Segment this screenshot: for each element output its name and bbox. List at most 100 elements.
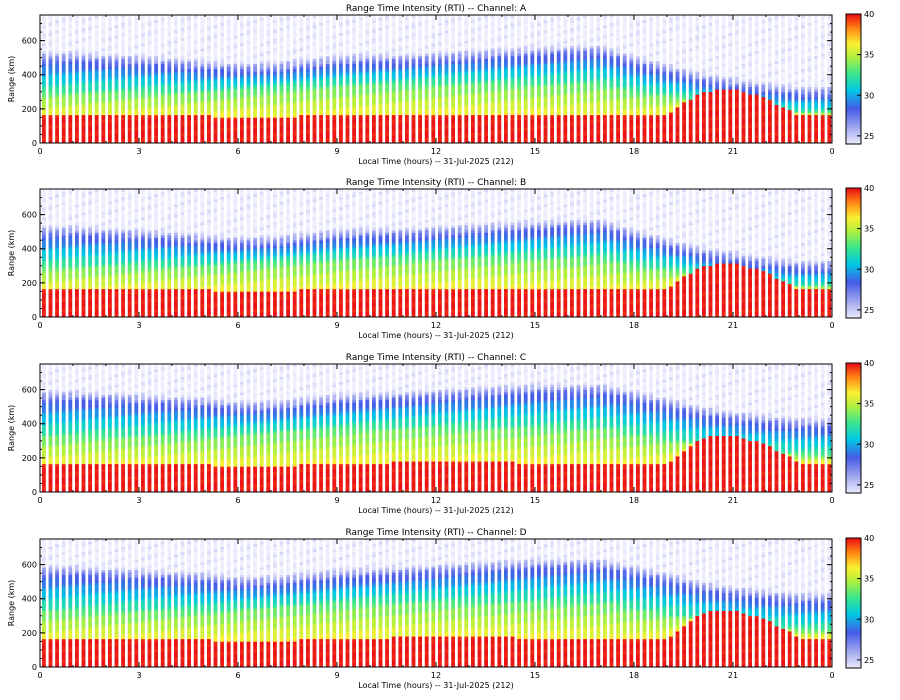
rti-cell — [279, 53, 284, 57]
rti-cell — [437, 35, 442, 39]
rti-cell — [589, 99, 594, 103]
rti-cell — [457, 84, 462, 87]
rti-cell — [424, 112, 429, 116]
rti-cell — [345, 53, 350, 57]
rti-cell — [543, 117, 548, 121]
rti-cell — [682, 71, 687, 75]
rti-cell — [642, 53, 647, 57]
rti-cell — [510, 122, 515, 126]
rti-cell — [385, 109, 390, 113]
rti-cell — [418, 38, 423, 41]
rti-cell — [503, 20, 508, 23]
rti-cell — [497, 81, 502, 85]
rti-cell — [193, 45, 198, 49]
rti-cell — [589, 112, 594, 116]
rti-cell — [602, 22, 607, 26]
rti-cell — [371, 125, 376, 128]
rti-cell — [642, 81, 647, 85]
rti-cell — [206, 79, 211, 82]
rti-cell — [154, 30, 159, 34]
rti-cell — [200, 73, 205, 77]
rti-cell — [451, 125, 456, 128]
rti-cell — [589, 50, 594, 54]
rti-cell — [312, 50, 317, 54]
rti-cell — [81, 117, 86, 121]
rti-cell — [140, 63, 145, 67]
rti-cell — [668, 109, 673, 113]
rti-cell — [437, 15, 442, 18]
rti-cell — [173, 135, 178, 139]
rti-cell — [484, 17, 489, 21]
rti-cell — [609, 30, 614, 34]
rti-cell — [503, 102, 508, 105]
rti-cell — [642, 20, 647, 23]
rti-cell — [523, 109, 528, 113]
rti-cell — [200, 53, 205, 57]
rti-cell — [431, 55, 436, 59]
rti-cell — [404, 132, 409, 136]
rti-cell — [530, 22, 535, 26]
rti-cell — [299, 84, 304, 87]
rti-cell — [286, 71, 291, 75]
rti-cell — [569, 50, 574, 54]
rti-cell — [94, 96, 99, 100]
rti-cell — [688, 107, 693, 111]
rti-cell — [226, 17, 231, 21]
rti-cell — [305, 117, 310, 121]
rti-cell — [305, 53, 310, 57]
rti-cell — [352, 63, 357, 67]
rti-cell — [695, 38, 700, 41]
rti-cell — [61, 25, 66, 29]
rti-cell — [68, 94, 73, 98]
rti-cell — [583, 30, 588, 34]
rti-cell — [292, 137, 297, 141]
rti-cell — [101, 43, 106, 47]
rti-cell — [48, 102, 53, 105]
rti-cell — [596, 119, 601, 123]
rti-cell — [332, 135, 337, 139]
rti-cell — [602, 137, 607, 141]
rti-cell — [688, 137, 693, 141]
rti-cell — [556, 119, 561, 123]
rti-cell — [609, 127, 614, 131]
rti-cell — [147, 17, 152, 21]
rti-cell — [266, 127, 271, 131]
rti-cell — [602, 84, 607, 87]
rti-cell — [160, 89, 165, 93]
rti-cell — [576, 25, 581, 29]
rti-cell — [530, 122, 535, 126]
rti-cell — [233, 63, 238, 67]
rti-cell — [286, 22, 291, 26]
rti-cell — [74, 73, 79, 77]
rti-cell — [154, 137, 159, 141]
rti-cell — [596, 71, 601, 75]
rti-cell — [411, 117, 416, 121]
rti-cell — [662, 45, 667, 49]
rti-cell — [398, 55, 403, 59]
rti-cell — [464, 107, 469, 111]
rti-cell — [187, 94, 192, 98]
rti-cell — [299, 63, 304, 67]
rti-cell — [305, 55, 310, 59]
rti-cell — [682, 117, 687, 121]
rti-cell — [695, 61, 700, 64]
rti-cell — [147, 140, 152, 143]
rti-cell — [695, 73, 700, 77]
rti-cell — [193, 79, 198, 82]
rti-cell — [642, 96, 647, 100]
rti-cell — [160, 45, 165, 49]
rti-cell — [503, 84, 508, 87]
rti-cell — [239, 99, 244, 103]
rti-cell — [457, 91, 462, 95]
rti-cell — [365, 86, 370, 90]
rti-cell — [365, 66, 370, 70]
rti-cell — [602, 127, 607, 131]
rti-cell — [55, 68, 60, 72]
rti-cell — [609, 135, 614, 139]
rti-cell — [404, 45, 409, 49]
rti-cell — [345, 55, 350, 59]
rti-cell — [48, 112, 53, 116]
rti-cell — [338, 40, 343, 44]
rti-cell — [338, 119, 343, 123]
rti-cell — [134, 91, 139, 95]
